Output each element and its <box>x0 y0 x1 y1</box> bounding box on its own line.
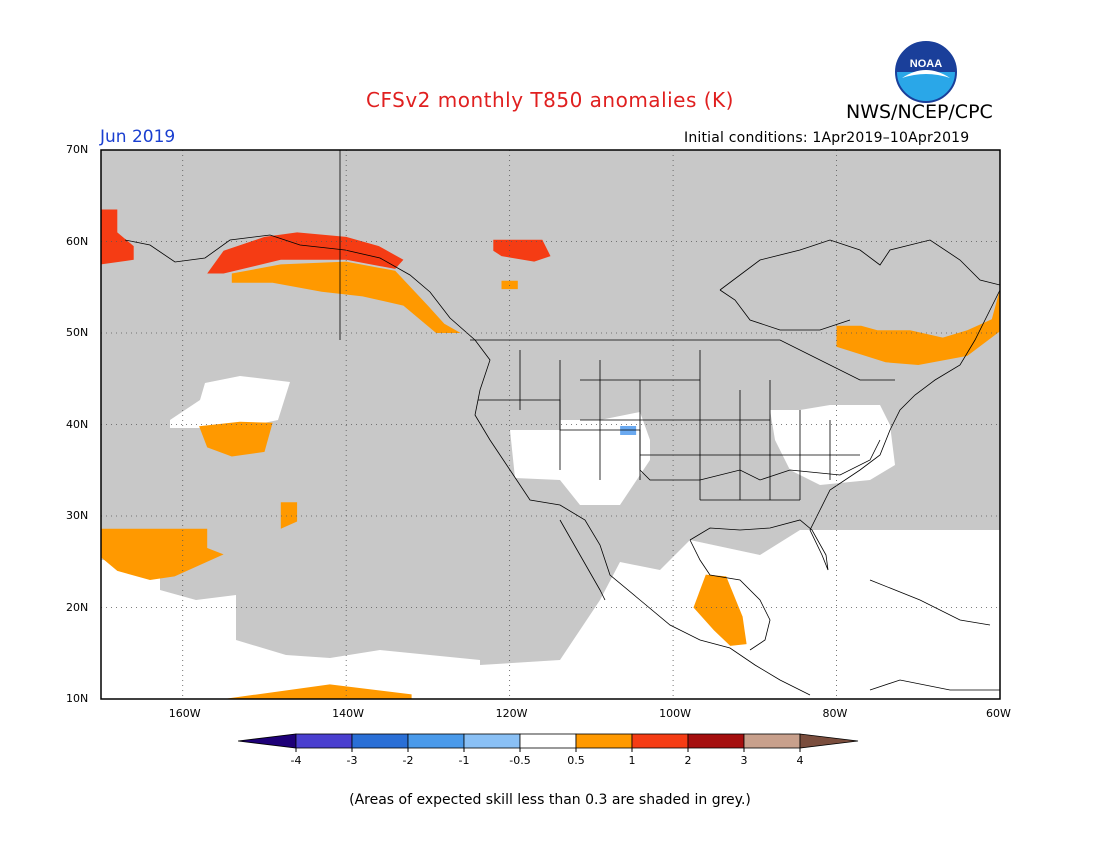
initial-conditions-label: Initial conditions: 1Apr2019–10Apr2019 <box>684 130 970 146</box>
colorbar-swatch <box>575 733 633 749</box>
colorbar-swatch <box>407 733 465 749</box>
cold-anomaly-pixel <box>620 425 637 435</box>
footnote: (Areas of expected skill less than 0.3 a… <box>349 792 751 808</box>
anomaly-region-8 <box>101 528 224 580</box>
coastlines <box>124 150 1000 696</box>
colorbar-tick-label: 0.5 <box>567 754 585 767</box>
noaa-logo: NOAA <box>894 40 958 108</box>
colorbar-tick-label: 2 <box>685 754 692 767</box>
colorbar-tick-label: -3 <box>347 754 358 767</box>
anomaly-region-3 <box>501 280 518 290</box>
white-region-east <box>770 405 895 485</box>
lon-tick-label: 160W <box>168 707 201 720</box>
unmasked-areas <box>101 376 1000 699</box>
colorbar-swatch <box>687 733 745 749</box>
colorbar: -4 -3 -2 -1 -0.5 0.5 1 2 3 4 <box>238 733 859 767</box>
logo-text: NOAA <box>910 58 942 70</box>
lat-tick-label: 40N <box>66 417 89 431</box>
lon-tick-label: 80W <box>822 707 848 720</box>
colorbar-tick-label: -4 <box>291 754 302 767</box>
colorbar-swatch <box>295 733 353 749</box>
anomaly-region-10 <box>693 574 747 646</box>
lon-tick-label: 100W <box>659 707 691 720</box>
lon-tick-label: 140W <box>332 707 365 720</box>
agency-label: NWS/NCEP/CPC <box>846 101 993 123</box>
anomaly-region-2 <box>493 239 551 262</box>
colorbar-swatch <box>351 733 409 749</box>
colorbar-tick-label: -0.5 <box>509 754 530 767</box>
colorbar-swatch <box>519 733 577 749</box>
lat-tick-label: 20N <box>66 600 89 614</box>
colorbar-arrow-low <box>238 733 297 749</box>
month-label: Jun 2019 <box>100 127 176 147</box>
colorbar-arrow-high <box>799 733 859 749</box>
colorbar-tick-label: 3 <box>741 754 748 767</box>
colorbar-tick-label: -2 <box>403 754 414 767</box>
anomaly-region-5 <box>836 289 1000 365</box>
lat-tick-label: 50N <box>66 326 89 339</box>
anomaly-region-1 <box>231 261 461 333</box>
map-frame <box>100 149 1001 700</box>
white-region-southwest <box>510 412 650 505</box>
anomaly-layer <box>101 209 1000 699</box>
white-region-pacific <box>170 376 290 428</box>
lon-tick-label: 120W <box>495 707 528 720</box>
map-title: CFSv2 monthly T850 anomalies (K) <box>366 88 734 112</box>
colorbar-swatch <box>463 733 521 749</box>
colorbar-swatch <box>743 733 801 749</box>
colorbar-tick-label: 1 <box>629 754 636 767</box>
lat-tick-label: 60N <box>66 234 89 248</box>
lat-tick-label: 70N <box>66 143 89 156</box>
anomaly-region-0 <box>207 232 404 274</box>
lat-tick-label: 30N <box>66 509 89 522</box>
colorbar-swatch <box>631 733 689 749</box>
anomaly-region-9 <box>223 684 412 699</box>
anomaly-region-4 <box>101 209 134 265</box>
anomaly-region-6 <box>199 421 273 457</box>
lon-tick-label: 60W <box>986 707 1011 720</box>
lat-tick-label: 10N <box>66 692 89 705</box>
anomaly-region-7 <box>280 502 298 529</box>
colorbar-tick-label: -1 <box>459 754 470 767</box>
colorbar-tick-label: 4 <box>797 754 804 767</box>
